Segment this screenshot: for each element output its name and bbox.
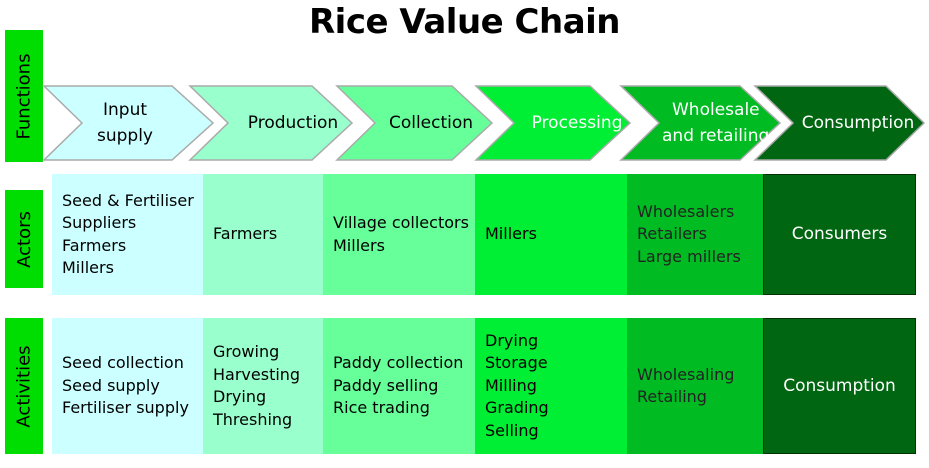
chevron-input-supply — [42, 85, 215, 161]
diagram-title: Rice Value Chain — [309, 2, 621, 42]
actor-item: Millers — [62, 258, 114, 277]
activity-cell-wholesale: Wholesaling Retailing — [627, 318, 763, 454]
functions-chevron-row — [42, 85, 926, 161]
function-line1: Input — [102, 100, 148, 120]
actor-item: Retailers — [637, 224, 707, 244]
activity-item: Threshing — [213, 409, 293, 429]
activity-lines: Wholesaling Retailing — [637, 364, 734, 409]
function-label-wholesale: Wholesale and retailing — [662, 96, 772, 150]
activity-item: Seed collection — [62, 353, 184, 373]
activity-lines: Growing Harvesting Drying Threshing — [213, 341, 300, 431]
actor-item: Millers — [485, 224, 537, 244]
function-line1: Production — [247, 113, 339, 133]
actor-cell-processing: Millers — [475, 174, 627, 295]
function-line1: Wholesale — [672, 100, 760, 120]
actor-lines: Millers — [485, 223, 537, 246]
activity-cell-input-supply: Seed collection Seed supply Fertiliser sup… — [52, 318, 203, 454]
actor-lines: Seed & Fertiliser Suppliers Farmers Millers — [62, 190, 194, 280]
activity-lines: Consumption — [783, 375, 896, 398]
activity-item: Consumption — [783, 375, 896, 396]
function-label-production: Production — [238, 96, 348, 150]
actor-cell-production: Farmers — [203, 174, 323, 295]
function-line2: and retailing — [662, 126, 770, 146]
activities-row-label: Activities — [5, 318, 43, 454]
activity-lines: Seed collection Seed supply Fertiliser sup… — [62, 352, 189, 420]
activity-item: Paddy selling — [333, 375, 439, 395]
chevron-production — [188, 85, 354, 161]
function-line1: Collection — [388, 113, 474, 133]
function-label-consumption: Consumption — [795, 96, 921, 150]
activity-item: Storage — [485, 353, 548, 373]
actor-item: Suppliers — [62, 213, 137, 232]
actor-item: Farmers — [62, 235, 127, 255]
chevron-collection — [335, 85, 494, 161]
activity-item: Harvesting — [213, 364, 301, 384]
actor-item: Seed & Fertiliser — [62, 190, 194, 210]
activities-label-text: Activities — [13, 344, 35, 428]
activity-cell-collection: Paddy collection Paddy selling Rice tradin… — [323, 318, 475, 454]
actor-lines: Wholesalers Retailers Large millers — [637, 201, 741, 269]
actor-lines: Farmers — [213, 223, 277, 246]
activity-item: Selling — [485, 420, 539, 440]
activity-cell-consumption: Consumption — [763, 318, 916, 454]
activity-item: Seed supply — [62, 375, 160, 395]
actor-cell-wholesale: Wholesalers Retailers Large millers — [627, 174, 763, 295]
activity-item: Growing — [213, 342, 280, 361]
activity-item: Milling — [485, 375, 537, 395]
actors-label-text: Actors — [13, 210, 35, 268]
function-line1: Processing — [531, 113, 623, 133]
functions-row-label: Functions — [5, 30, 43, 162]
function-label-input-supply: Input supply — [80, 96, 170, 150]
actor-item: Wholesalers — [637, 201, 735, 221]
activity-item: Fertiliser supply — [62, 398, 189, 418]
actor-item: Large millers — [637, 246, 741, 266]
function-line1: Consumption — [801, 113, 915, 133]
actor-lines: Village collectors Millers — [333, 212, 469, 257]
activity-item: Wholesaling — [637, 364, 735, 384]
actor-cell-consumption: Consumers — [763, 174, 916, 295]
actor-item: Consumers — [791, 224, 888, 245]
activity-item: Drying — [485, 330, 539, 350]
function-label-processing: Processing — [518, 96, 636, 150]
actor-item: Millers — [333, 235, 385, 255]
activity-item: Rice trading — [333, 398, 430, 418]
actor-cell-collection: Village collectors Millers — [323, 174, 475, 295]
activity-item: Paddy collection — [333, 353, 464, 373]
activity-item: Grading — [485, 398, 549, 418]
activity-lines: Drying Storage Milling Grading Selling — [485, 330, 549, 443]
actor-cell-input-supply: Seed & Fertiliser Suppliers Farmers Millers — [52, 174, 203, 295]
function-label-collection: Collection — [376, 96, 486, 150]
activity-cell-processing: Drying Storage Milling Grading Selling — [475, 318, 627, 454]
chevron-consumption — [753, 85, 926, 161]
actor-item: Farmers — [213, 224, 278, 244]
chevron-wholesale — [619, 85, 782, 161]
actor-item: Village collectors — [333, 213, 469, 232]
activity-lines: Paddy collection Paddy selling Rice tradin… — [333, 352, 463, 420]
actor-lines: Consumers — [792, 223, 888, 246]
actors-row-label: Actors — [5, 190, 43, 288]
chevron-processing — [474, 85, 632, 161]
function-line2: supply — [97, 126, 153, 146]
activity-item: Retailing — [637, 387, 707, 406]
activity-cell-production: Growing Harvesting Drying Threshing — [203, 318, 323, 454]
activity-item: Drying — [213, 387, 267, 406]
